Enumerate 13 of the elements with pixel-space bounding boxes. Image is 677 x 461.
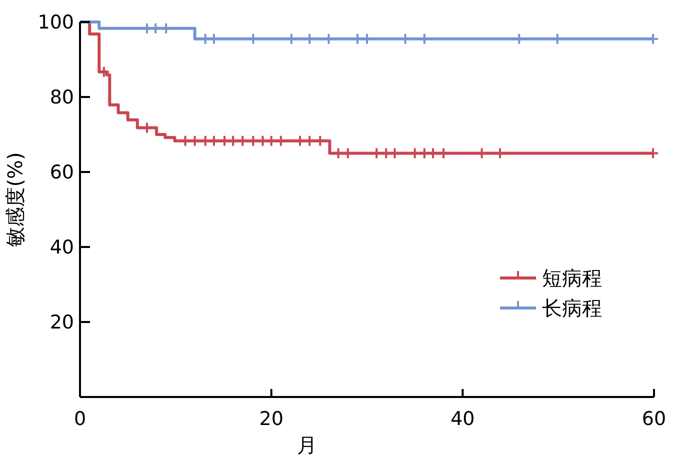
y-tick-label: 100 — [38, 12, 74, 34]
legend-label: 长病程 — [542, 296, 602, 320]
y-tick-label: 80 — [50, 86, 74, 109]
x-tick-label: 40 — [450, 408, 475, 430]
y-tick-label: 20 — [50, 312, 74, 334]
x-tick-label: 60 — [642, 408, 666, 430]
x-tick-label: 0 — [74, 408, 86, 430]
y-tick-label: 40 — [50, 236, 74, 259]
legend-label: 短病程 — [542, 266, 602, 290]
y-axis-title: 敏感度(%) — [3, 152, 27, 247]
x-axis-title: 月 — [297, 433, 317, 457]
x-tick-label: 20 — [259, 408, 284, 430]
y-tick-label: 60 — [50, 162, 74, 184]
